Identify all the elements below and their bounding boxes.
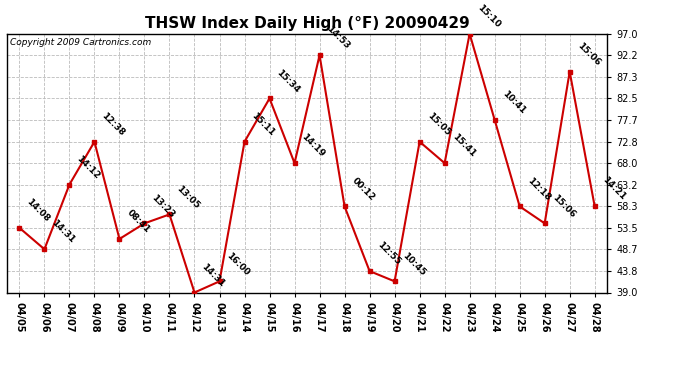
Text: 13:23: 13:23 (150, 193, 177, 219)
Text: 15:06: 15:06 (575, 41, 602, 68)
Title: THSW Index Daily High (°F) 20090429: THSW Index Daily High (°F) 20090429 (145, 16, 469, 31)
Text: 14:21: 14:21 (600, 176, 627, 202)
Text: 10:45: 10:45 (400, 251, 426, 277)
Text: 14:08: 14:08 (25, 197, 52, 223)
Text: Copyright 2009 Cartronics.com: Copyright 2009 Cartronics.com (10, 38, 151, 46)
Text: 14:53: 14:53 (325, 24, 352, 51)
Text: 15:41: 15:41 (450, 132, 477, 159)
Text: 12:55: 12:55 (375, 240, 402, 267)
Text: 15:06: 15:06 (550, 193, 577, 219)
Text: 15:11: 15:11 (250, 111, 277, 138)
Text: 14:19: 14:19 (300, 132, 327, 159)
Text: 14:31: 14:31 (200, 262, 227, 288)
Text: 13:05: 13:05 (175, 184, 201, 210)
Text: 15:05: 15:05 (425, 111, 452, 138)
Text: 14:12: 14:12 (75, 154, 101, 180)
Text: 08:41: 08:41 (125, 208, 152, 235)
Text: 14:31: 14:31 (50, 218, 77, 245)
Text: 10:41: 10:41 (500, 89, 526, 116)
Text: 15:10: 15:10 (475, 3, 502, 30)
Text: 15:34: 15:34 (275, 68, 302, 94)
Text: 12:18: 12:18 (525, 176, 552, 202)
Text: 12:38: 12:38 (100, 111, 126, 138)
Text: 00:12: 00:12 (350, 176, 377, 202)
Text: 16:00: 16:00 (225, 251, 251, 277)
